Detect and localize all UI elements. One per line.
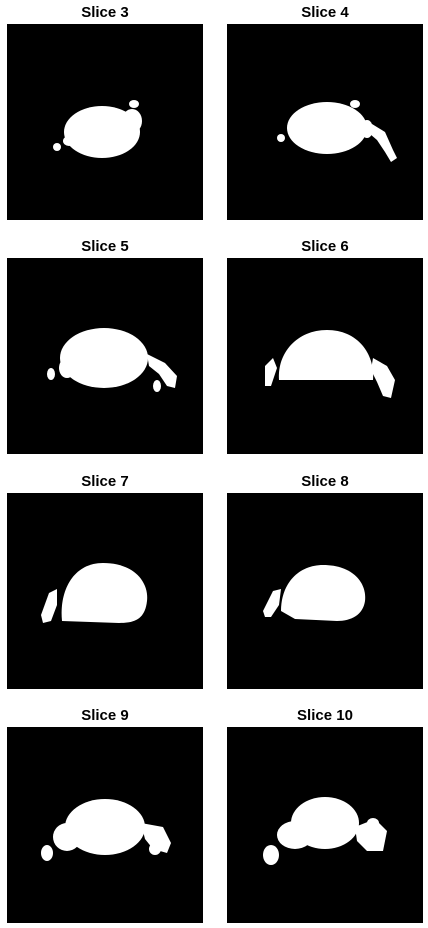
panel-title: Slice 5 [81, 238, 129, 255]
segmentation-mask-image [7, 258, 203, 454]
panel-title: Slice 8 [301, 473, 349, 490]
segmentation-mask-image [7, 493, 203, 689]
segmentation-mask-image [227, 24, 423, 220]
panel-title: Slice 3 [81, 4, 129, 21]
panel-title: Slice 9 [81, 707, 129, 724]
segmentation-mask-image [7, 727, 203, 923]
panel-title: Slice 10 [297, 707, 353, 724]
panel-title: Slice 4 [301, 4, 349, 21]
segmentation-mask-image [227, 258, 423, 454]
panel-title: Slice 7 [81, 473, 129, 490]
panel-title: Slice 6 [301, 238, 349, 255]
segmentation-mask-image [227, 493, 423, 689]
segmentation-mask-image [7, 24, 203, 220]
segmentation-mask-image [227, 727, 423, 923]
